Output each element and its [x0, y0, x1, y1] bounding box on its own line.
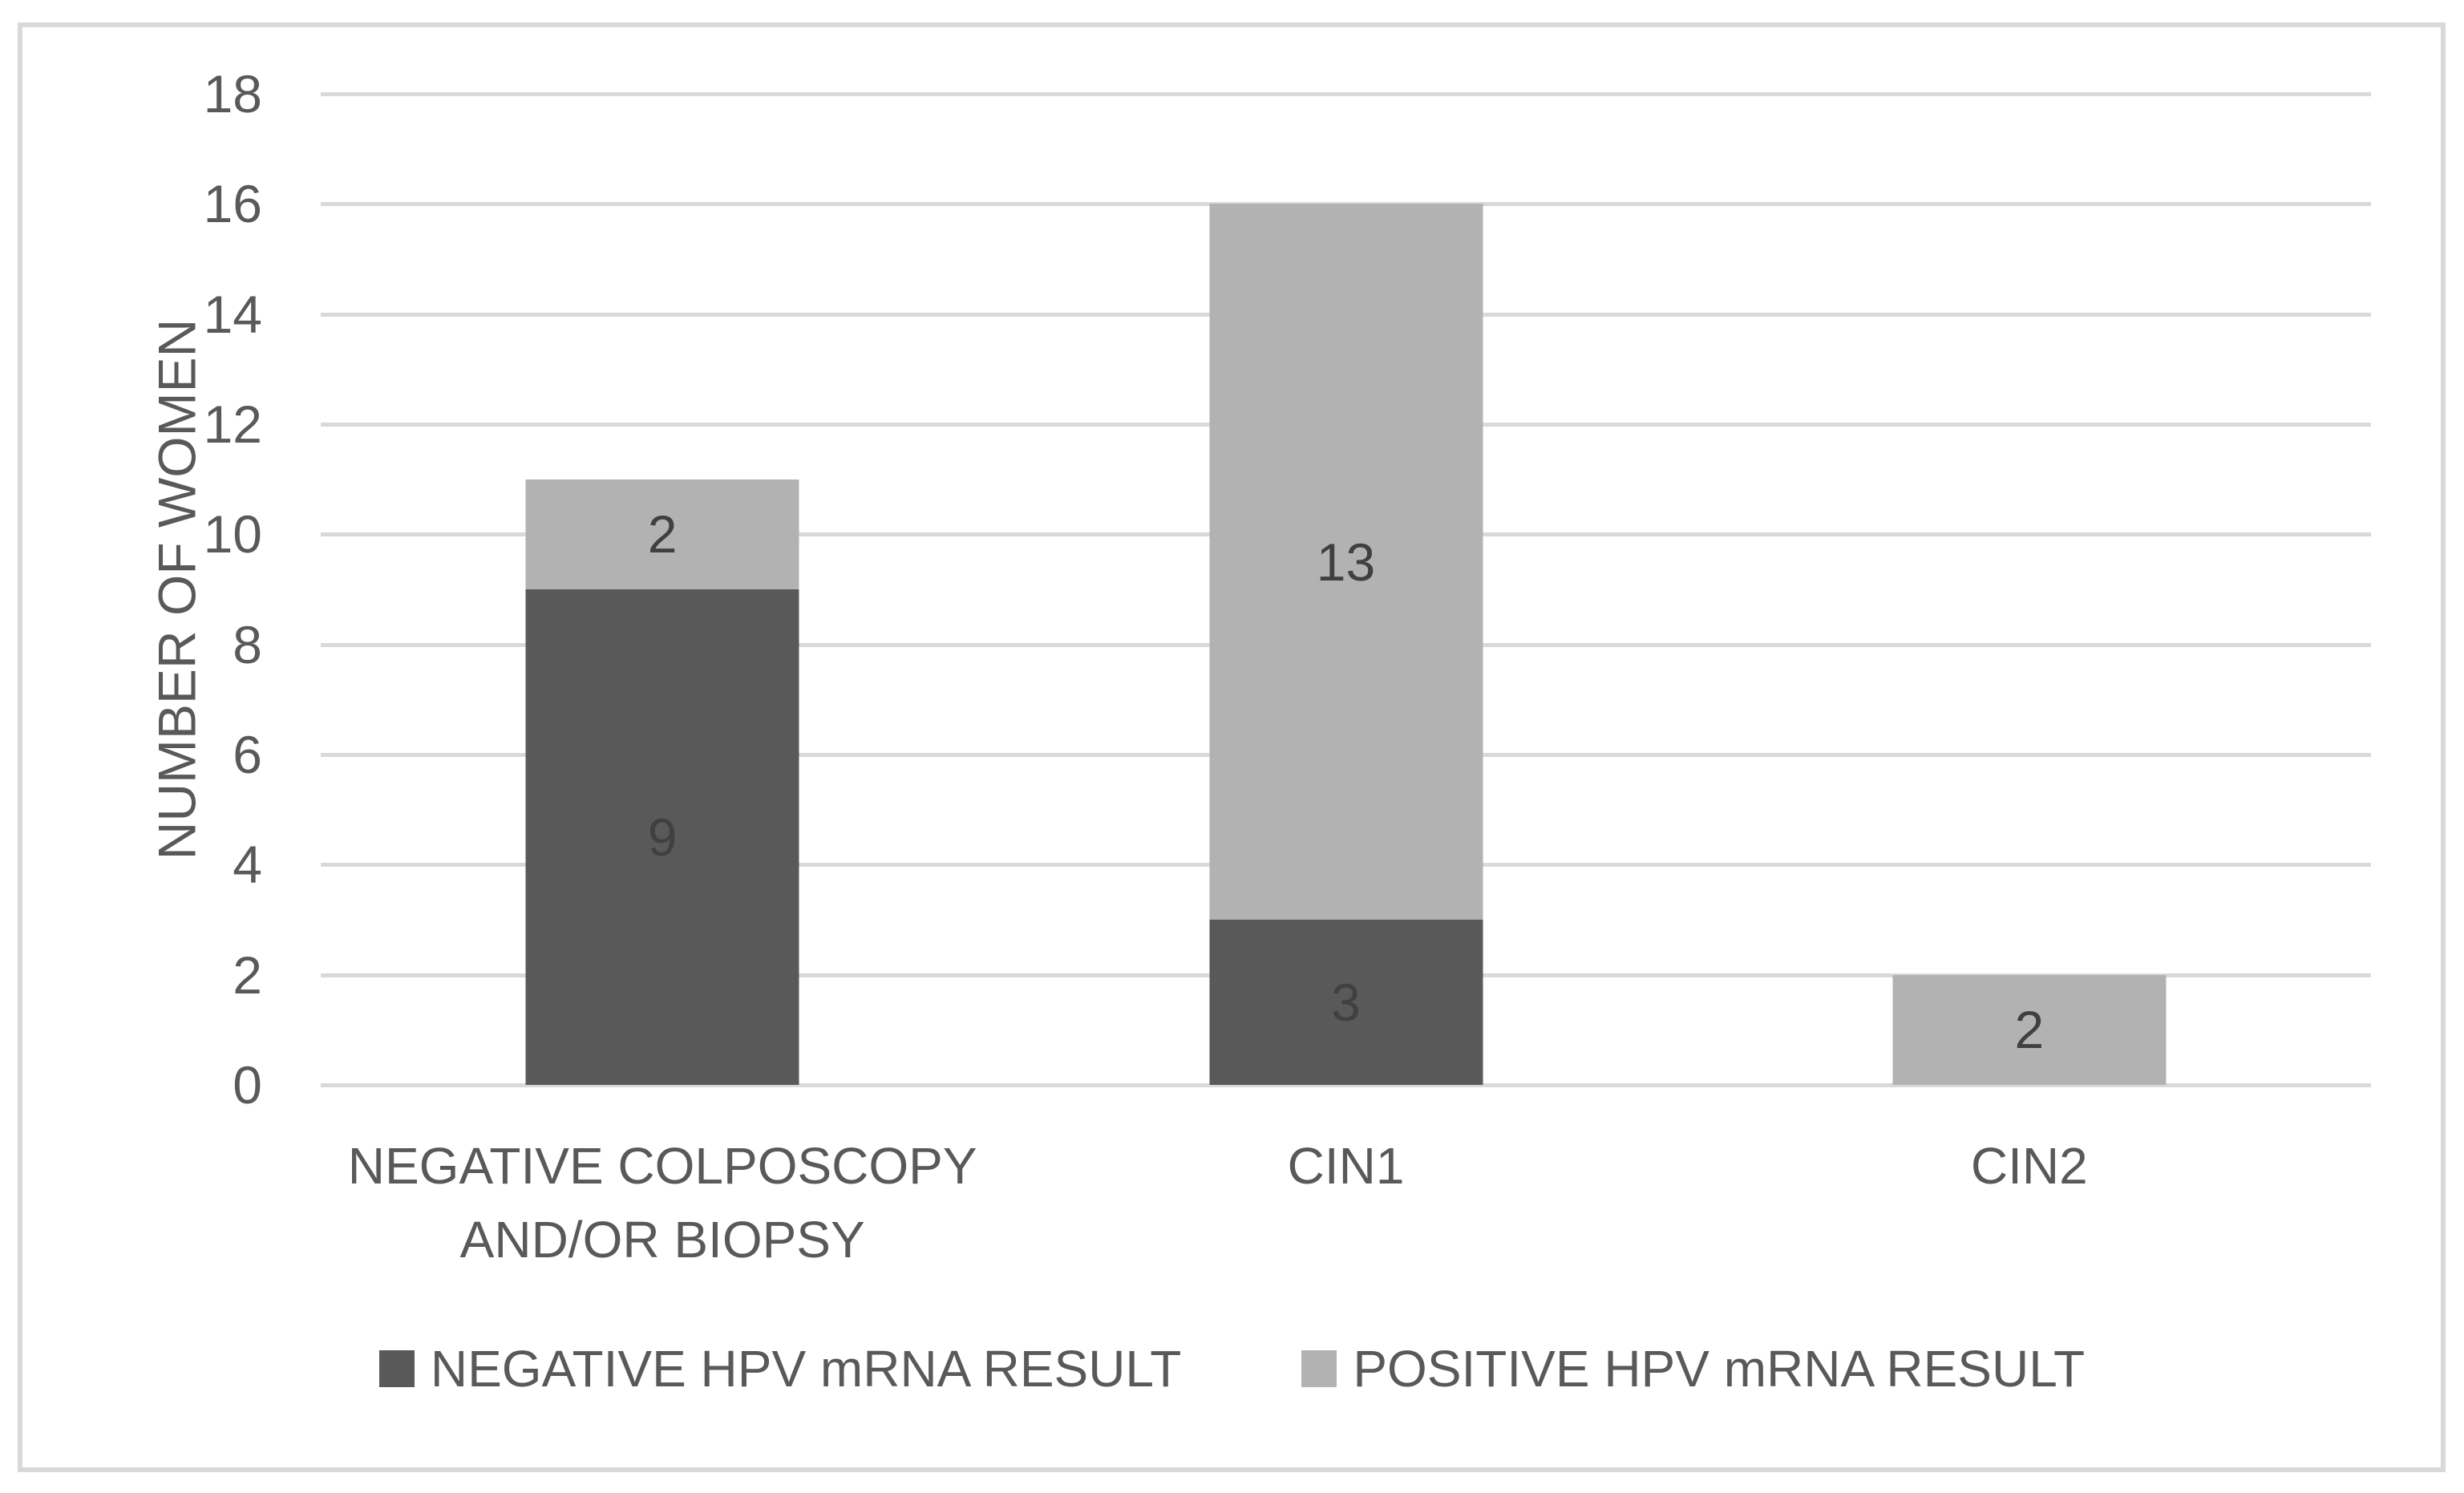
plot-area: 2 9 13 3 2	[321, 92, 2371, 1087]
y-tick-label: 0	[233, 1055, 262, 1115]
y-axis-tick-labels: 0 2 4 6 8 10 12 14 16 18	[94, 67, 262, 1111]
legend: NEGATIVE HPV mRNA RESULT POSITIVE HPV mRN…	[0, 1333, 2464, 1405]
bar-value-label: 3	[1331, 973, 1361, 1032]
gridline	[321, 1083, 2371, 1087]
legend-label: POSITIVE HPV mRNA RESULT	[1353, 1340, 2086, 1398]
legend-swatch	[378, 1350, 415, 1387]
bar-value-label: 2	[647, 504, 678, 564]
bar-2: 13 3	[1209, 94, 1483, 1085]
x-category-label: CIN2	[1970, 1137, 2088, 1195]
y-tick-label: 4	[233, 835, 262, 895]
y-tick-label: 8	[233, 614, 262, 674]
y-tick-label: 14	[203, 284, 262, 344]
bar-segment-positive: 2	[525, 479, 799, 589]
bar-value-label: 2	[2014, 1000, 2045, 1060]
legend-swatch	[1301, 1350, 1337, 1387]
y-tick-label: 18	[203, 64, 262, 123]
legend-label: NEGATIVE HPV mRNA RESULT	[430, 1340, 1182, 1398]
legend-item: NEGATIVE HPV mRNA RESULT	[378, 1339, 1182, 1398]
y-tick-label: 12	[203, 394, 262, 454]
bar-value-label: 9	[647, 807, 678, 867]
bar-segment-positive: 2	[1892, 974, 2167, 1085]
bar-segment-positive: 13	[1209, 204, 1483, 920]
x-category-label: NEGATIVE COLPOSCOPY AND/OR BIOPSY	[347, 1137, 977, 1269]
x-axis-category-labels: NEGATIVE COLPOSCOPY AND/OR BIOPSY CIN1 CIN…	[321, 1129, 2371, 1313]
y-tick-label: 6	[233, 725, 262, 784]
bar-segment-negative: 9	[525, 589, 799, 1085]
y-tick-label: 16	[203, 174, 262, 234]
x-category-label: CIN1	[1287, 1137, 1405, 1195]
legend-item: POSITIVE HPV mRNA RESULT	[1301, 1339, 2085, 1398]
bar-value-label: 13	[1316, 532, 1376, 592]
bar-segment-negative: 3	[1209, 920, 1483, 1085]
bar-3: 2	[1892, 94, 2167, 1085]
y-tick-label: 2	[233, 945, 262, 1005]
chart-outer-border	[18, 22, 2446, 1472]
y-tick-label: 10	[203, 504, 262, 564]
gridline	[321, 92, 2371, 96]
